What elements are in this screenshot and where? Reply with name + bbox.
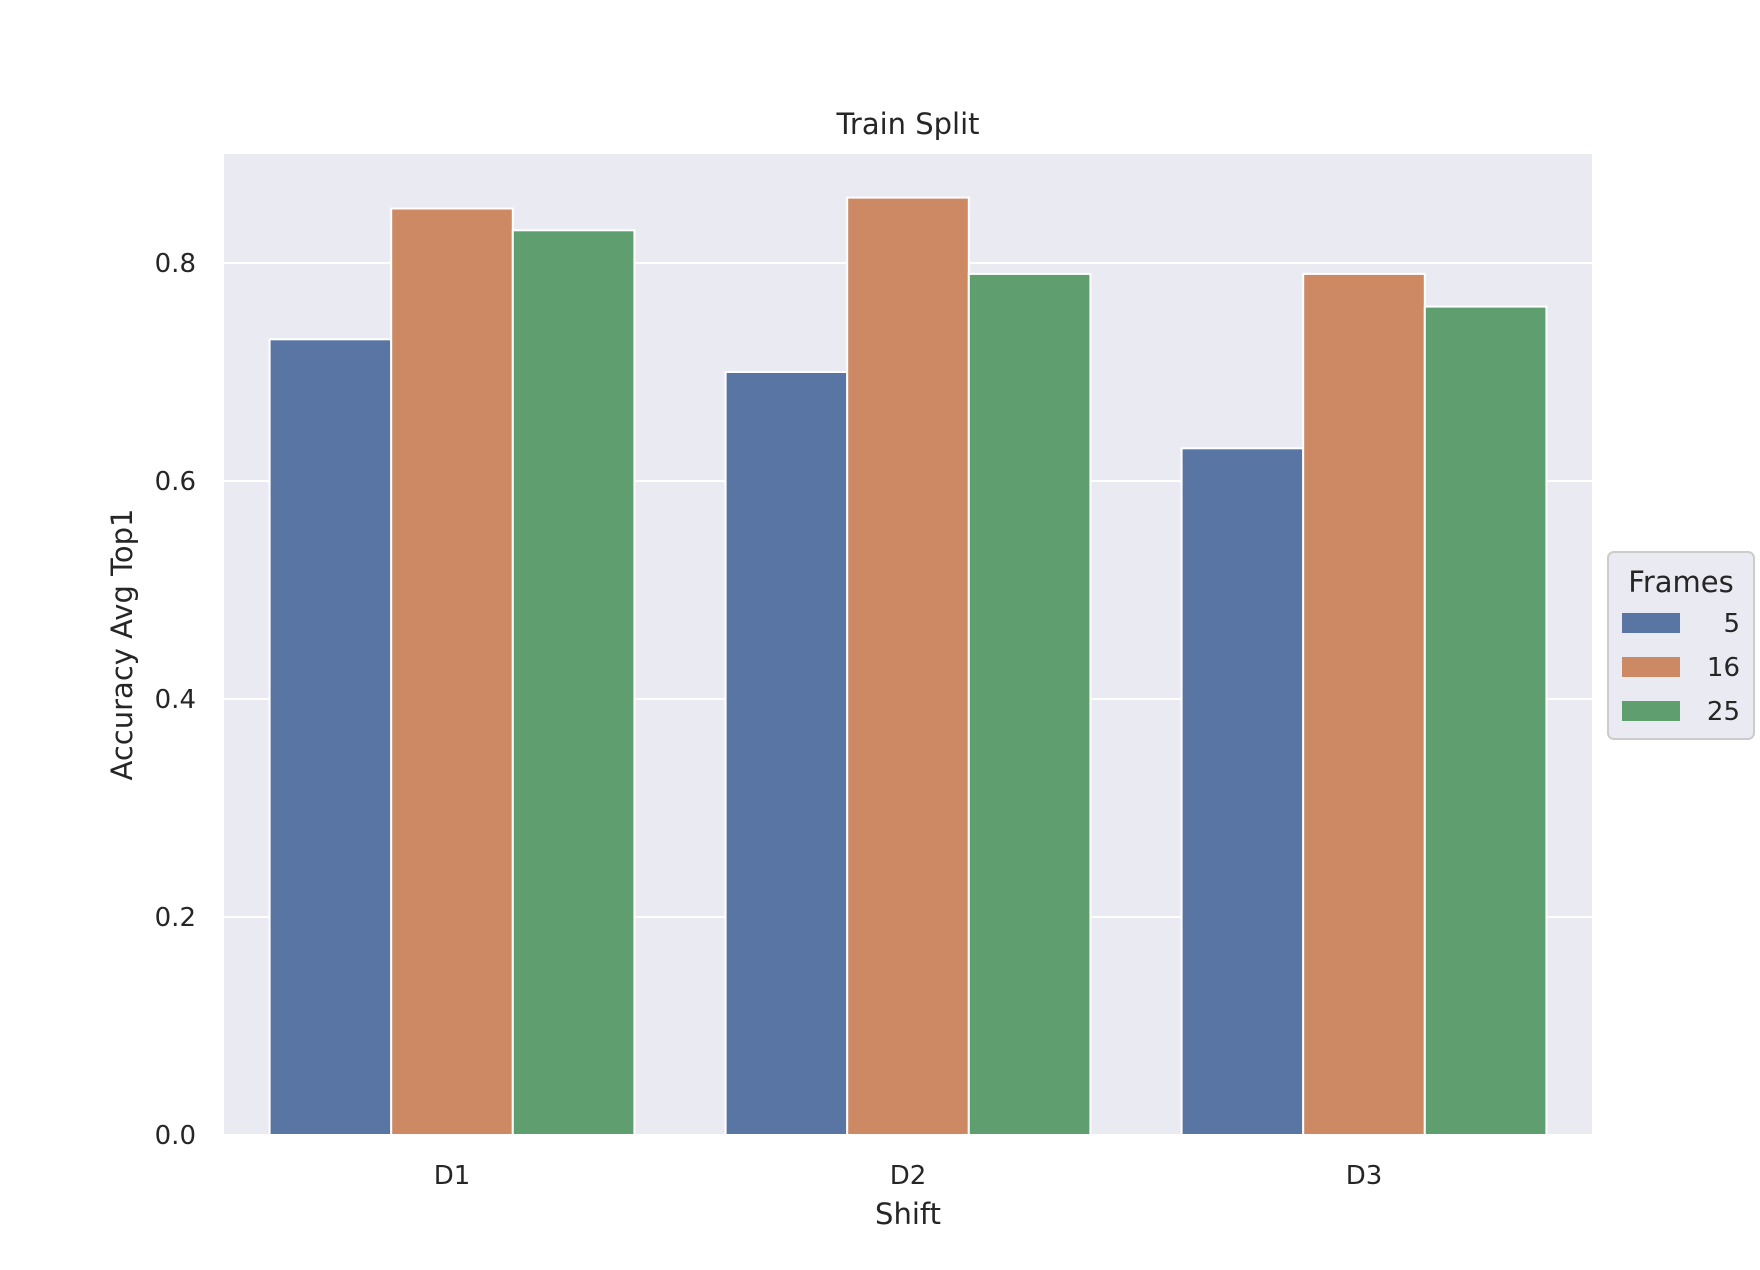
legend-swatch — [1622, 657, 1680, 677]
legend-title: Frames — [1628, 565, 1733, 599]
x-tick-label: D3 — [1346, 1161, 1383, 1191]
x-tick-label: D1 — [434, 1161, 471, 1191]
x-tick-labels: D1 D2 D3 — [434, 1161, 1383, 1191]
bar-D3-16 — [1302, 272, 1426, 1136]
y-tick-label: 0.8 — [155, 249, 196, 279]
legend-box — [1607, 551, 1755, 740]
bar-D2-16 — [846, 196, 970, 1137]
bar-D3-5 — [1180, 447, 1305, 1136]
chart-title: Train Split — [835, 107, 979, 141]
bar-D2-25 — [967, 272, 1092, 1136]
y-tick-labels: 0.0 0.2 0.4 0.6 0.8 — [155, 249, 196, 1151]
y-tick-label: 0.6 — [155, 467, 196, 497]
legend-swatch — [1622, 613, 1680, 633]
bar-D3-25 — [1423, 305, 1548, 1137]
legend-swatch — [1622, 701, 1680, 721]
bars — [268, 196, 1548, 1137]
legend-label: 16 — [1707, 653, 1740, 683]
x-tick-label: D2 — [890, 1161, 927, 1191]
legend-label: 5 — [1723, 609, 1740, 639]
bar-D1-25 — [511, 229, 636, 1137]
y-axis-label: Accuracy Avg Top1 — [105, 509, 139, 781]
y-tick-label: 0.4 — [155, 685, 196, 715]
bar-D2-5 — [724, 371, 849, 1136]
y-tick-label: 0.0 — [155, 1121, 196, 1151]
bar-D1-16 — [390, 207, 514, 1136]
y-tick-label: 0.2 — [155, 903, 196, 933]
legend: Frames 5 16 25 — [1607, 551, 1755, 740]
legend-label: 25 — [1707, 697, 1740, 727]
bar-D1-5 — [268, 338, 393, 1136]
x-axis-label: Shift — [875, 1197, 941, 1231]
